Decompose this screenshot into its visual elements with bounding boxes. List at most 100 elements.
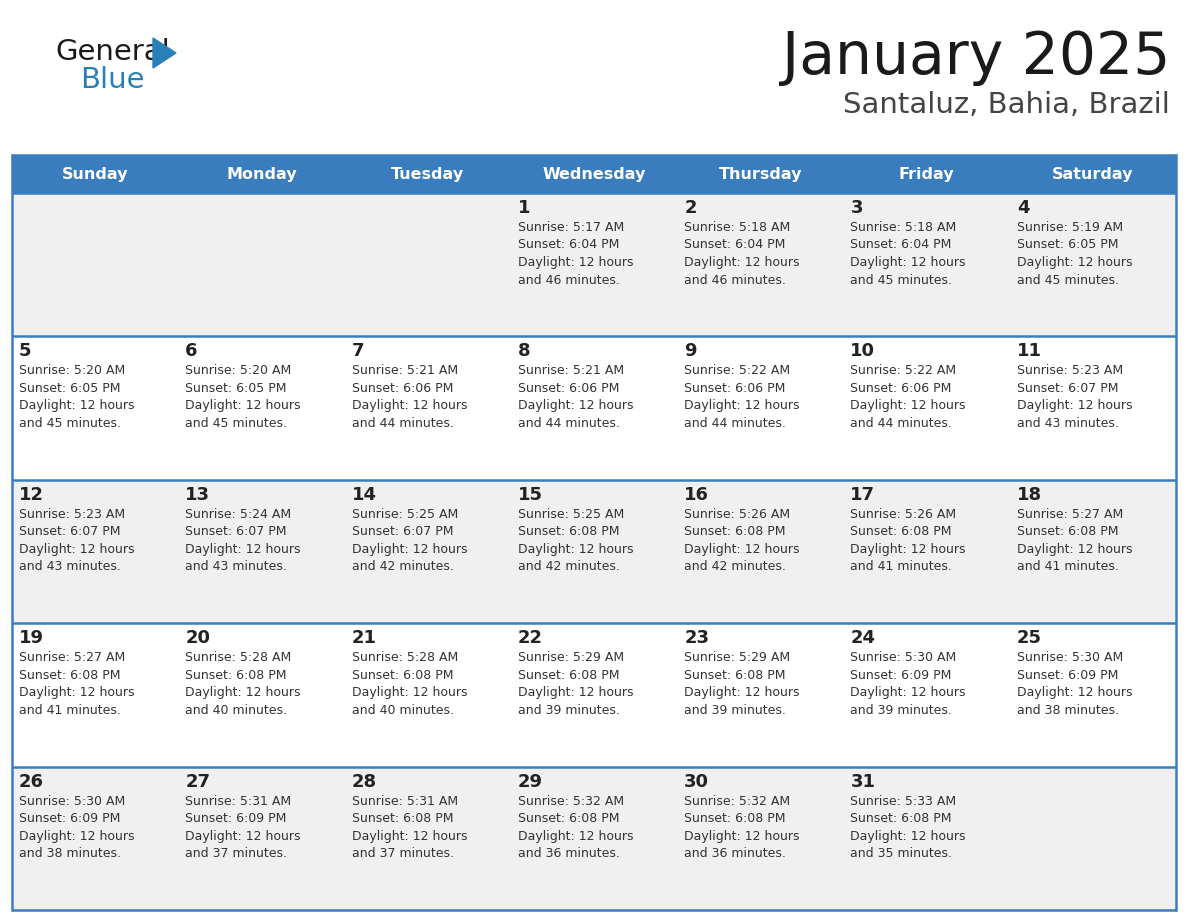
Text: Daylight: 12 hours: Daylight: 12 hours bbox=[352, 399, 467, 412]
Text: Sunset: 6:07 PM: Sunset: 6:07 PM bbox=[1017, 382, 1118, 395]
Text: Sunset: 6:08 PM: Sunset: 6:08 PM bbox=[19, 668, 120, 682]
Bar bbox=[12, 155, 178, 193]
Text: Sunset: 6:07 PM: Sunset: 6:07 PM bbox=[185, 525, 286, 538]
Text: Daylight: 12 hours: Daylight: 12 hours bbox=[518, 399, 633, 412]
Text: 2: 2 bbox=[684, 199, 696, 217]
Text: Sunrise: 5:26 AM: Sunrise: 5:26 AM bbox=[851, 508, 956, 521]
Text: and 38 minutes.: and 38 minutes. bbox=[19, 847, 121, 860]
Text: Daylight: 12 hours: Daylight: 12 hours bbox=[352, 686, 467, 700]
Text: Sunrise: 5:21 AM: Sunrise: 5:21 AM bbox=[352, 364, 457, 377]
Text: Sunrise: 5:22 AM: Sunrise: 5:22 AM bbox=[851, 364, 956, 377]
Bar bbox=[12, 480, 1176, 623]
Text: Sunrise: 5:25 AM: Sunrise: 5:25 AM bbox=[518, 508, 624, 521]
Text: Sunset: 6:08 PM: Sunset: 6:08 PM bbox=[684, 812, 785, 825]
Text: Daylight: 12 hours: Daylight: 12 hours bbox=[684, 830, 800, 843]
Text: Sunset: 6:08 PM: Sunset: 6:08 PM bbox=[684, 525, 785, 538]
Text: Daylight: 12 hours: Daylight: 12 hours bbox=[851, 686, 966, 700]
Text: Santaluz, Bahia, Brazil: Santaluz, Bahia, Brazil bbox=[843, 91, 1170, 119]
Text: Daylight: 12 hours: Daylight: 12 hours bbox=[851, 830, 966, 843]
Text: Daylight: 12 hours: Daylight: 12 hours bbox=[1017, 256, 1132, 269]
Text: Sunrise: 5:31 AM: Sunrise: 5:31 AM bbox=[352, 795, 457, 808]
Text: Sunrise: 5:25 AM: Sunrise: 5:25 AM bbox=[352, 508, 457, 521]
Text: Sunset: 6:07 PM: Sunset: 6:07 PM bbox=[19, 525, 120, 538]
Text: 9: 9 bbox=[684, 342, 696, 361]
Text: Daylight: 12 hours: Daylight: 12 hours bbox=[352, 830, 467, 843]
Text: Daylight: 12 hours: Daylight: 12 hours bbox=[185, 686, 301, 700]
Text: Daylight: 12 hours: Daylight: 12 hours bbox=[185, 830, 301, 843]
Text: and 36 minutes.: and 36 minutes. bbox=[684, 847, 786, 860]
Text: 27: 27 bbox=[185, 773, 210, 790]
Text: 25: 25 bbox=[1017, 629, 1042, 647]
Text: Sunset: 6:05 PM: Sunset: 6:05 PM bbox=[1017, 239, 1118, 252]
Text: January 2025: January 2025 bbox=[782, 29, 1170, 86]
Text: 18: 18 bbox=[1017, 486, 1042, 504]
Text: and 46 minutes.: and 46 minutes. bbox=[518, 274, 620, 286]
Text: Sunrise: 5:21 AM: Sunrise: 5:21 AM bbox=[518, 364, 624, 377]
Text: Sunset: 6:08 PM: Sunset: 6:08 PM bbox=[352, 668, 453, 682]
Text: Sunset: 6:04 PM: Sunset: 6:04 PM bbox=[851, 239, 952, 252]
Text: and 36 minutes.: and 36 minutes. bbox=[518, 847, 620, 860]
Text: Sunset: 6:04 PM: Sunset: 6:04 PM bbox=[518, 239, 619, 252]
Text: Sunrise: 5:19 AM: Sunrise: 5:19 AM bbox=[1017, 221, 1123, 234]
Bar bbox=[12, 193, 1176, 336]
Bar bbox=[843, 155, 1010, 193]
Text: and 44 minutes.: and 44 minutes. bbox=[851, 417, 953, 430]
Text: Sunrise: 5:23 AM: Sunrise: 5:23 AM bbox=[19, 508, 125, 521]
Text: 8: 8 bbox=[518, 342, 531, 361]
Text: Daylight: 12 hours: Daylight: 12 hours bbox=[1017, 686, 1132, 700]
Text: Daylight: 12 hours: Daylight: 12 hours bbox=[19, 399, 134, 412]
Text: Sunrise: 5:18 AM: Sunrise: 5:18 AM bbox=[851, 221, 956, 234]
Text: Daylight: 12 hours: Daylight: 12 hours bbox=[684, 686, 800, 700]
Text: Sunrise: 5:32 AM: Sunrise: 5:32 AM bbox=[518, 795, 624, 808]
Text: 15: 15 bbox=[518, 486, 543, 504]
Text: Sunrise: 5:17 AM: Sunrise: 5:17 AM bbox=[518, 221, 624, 234]
Text: and 44 minutes.: and 44 minutes. bbox=[684, 417, 786, 430]
Text: Sunrise: 5:33 AM: Sunrise: 5:33 AM bbox=[851, 795, 956, 808]
Text: and 46 minutes.: and 46 minutes. bbox=[684, 274, 786, 286]
Text: Sunrise: 5:28 AM: Sunrise: 5:28 AM bbox=[352, 651, 457, 665]
Text: Sunrise: 5:30 AM: Sunrise: 5:30 AM bbox=[851, 651, 956, 665]
Text: Monday: Monday bbox=[226, 166, 297, 182]
Text: 20: 20 bbox=[185, 629, 210, 647]
Text: and 43 minutes.: and 43 minutes. bbox=[19, 560, 121, 574]
Text: Sunrise: 5:27 AM: Sunrise: 5:27 AM bbox=[19, 651, 125, 665]
Text: and 41 minutes.: and 41 minutes. bbox=[1017, 560, 1119, 574]
Text: Daylight: 12 hours: Daylight: 12 hours bbox=[851, 543, 966, 555]
Text: Daylight: 12 hours: Daylight: 12 hours bbox=[518, 256, 633, 269]
Text: Sunrise: 5:30 AM: Sunrise: 5:30 AM bbox=[1017, 651, 1123, 665]
Text: Sunrise: 5:20 AM: Sunrise: 5:20 AM bbox=[185, 364, 291, 377]
Text: and 44 minutes.: and 44 minutes. bbox=[352, 417, 454, 430]
Text: 19: 19 bbox=[19, 629, 44, 647]
Text: Sunset: 6:08 PM: Sunset: 6:08 PM bbox=[185, 668, 286, 682]
Text: 22: 22 bbox=[518, 629, 543, 647]
Text: and 40 minutes.: and 40 minutes. bbox=[185, 704, 287, 717]
Text: Sunday: Sunday bbox=[62, 166, 128, 182]
Text: Sunset: 6:08 PM: Sunset: 6:08 PM bbox=[684, 668, 785, 682]
Text: Sunset: 6:09 PM: Sunset: 6:09 PM bbox=[19, 812, 120, 825]
Text: 13: 13 bbox=[185, 486, 210, 504]
Text: Tuesday: Tuesday bbox=[391, 166, 465, 182]
Text: Sunset: 6:06 PM: Sunset: 6:06 PM bbox=[518, 382, 619, 395]
Text: Daylight: 12 hours: Daylight: 12 hours bbox=[518, 686, 633, 700]
Text: and 45 minutes.: and 45 minutes. bbox=[185, 417, 287, 430]
Text: and 45 minutes.: and 45 minutes. bbox=[1017, 274, 1119, 286]
Text: and 41 minutes.: and 41 minutes. bbox=[851, 560, 953, 574]
Text: Daylight: 12 hours: Daylight: 12 hours bbox=[684, 399, 800, 412]
Text: and 42 minutes.: and 42 minutes. bbox=[352, 560, 454, 574]
Bar bbox=[12, 767, 1176, 910]
Text: and 40 minutes.: and 40 minutes. bbox=[352, 704, 454, 717]
Text: and 45 minutes.: and 45 minutes. bbox=[851, 274, 953, 286]
Text: and 45 minutes.: and 45 minutes. bbox=[19, 417, 121, 430]
Text: 23: 23 bbox=[684, 629, 709, 647]
Text: Daylight: 12 hours: Daylight: 12 hours bbox=[851, 399, 966, 412]
Text: Sunset: 6:08 PM: Sunset: 6:08 PM bbox=[1017, 525, 1118, 538]
Bar bbox=[12, 623, 1176, 767]
Bar bbox=[511, 155, 677, 193]
Text: Sunset: 6:07 PM: Sunset: 6:07 PM bbox=[352, 525, 453, 538]
Text: Sunrise: 5:20 AM: Sunrise: 5:20 AM bbox=[19, 364, 125, 377]
Text: and 39 minutes.: and 39 minutes. bbox=[684, 704, 786, 717]
Text: Sunset: 6:08 PM: Sunset: 6:08 PM bbox=[352, 812, 453, 825]
Text: Sunrise: 5:29 AM: Sunrise: 5:29 AM bbox=[518, 651, 624, 665]
Text: 24: 24 bbox=[851, 629, 876, 647]
Text: and 39 minutes.: and 39 minutes. bbox=[518, 704, 620, 717]
